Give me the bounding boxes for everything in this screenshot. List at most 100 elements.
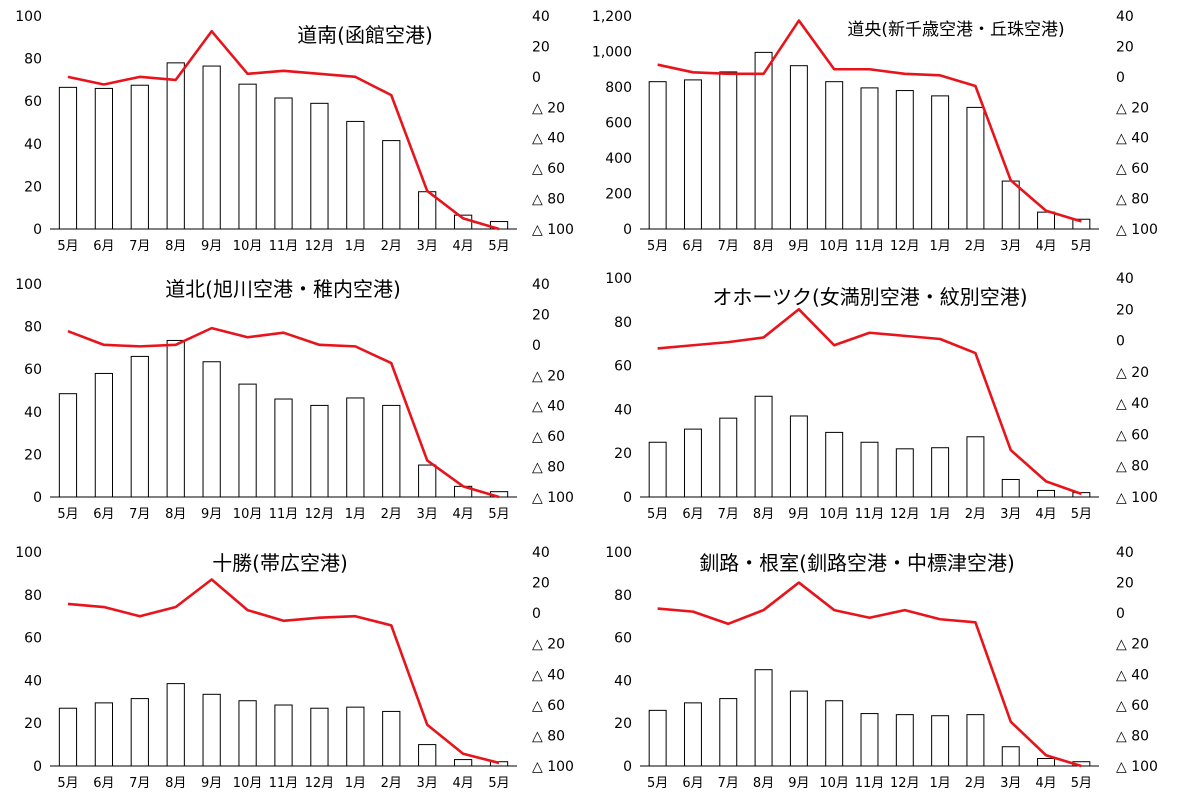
x-tick-label: 3月 [417, 507, 438, 522]
x-tick-label: 5月 [1071, 776, 1092, 791]
chart-title: 十勝(帯広空港) [212, 551, 348, 575]
bar [167, 63, 184, 229]
bar [1002, 479, 1019, 497]
x-tick-label: 10月 [233, 507, 263, 522]
x-tick-label: 5月 [488, 239, 509, 254]
bar [419, 192, 436, 229]
x-tick-label: 2月 [381, 776, 402, 791]
y2-tick-label: 20 [1116, 39, 1134, 55]
x-tick-label: 11月 [855, 507, 885, 522]
bar [275, 399, 292, 497]
y-tick-label: 0 [623, 759, 632, 775]
bar [861, 88, 878, 229]
x-tick-label: 3月 [417, 239, 438, 254]
x-tick-label: 11月 [855, 239, 885, 254]
y-tick-label: 60 [24, 631, 42, 647]
chart-title: 道央(新千歳空港・丘珠空港) [847, 20, 1064, 40]
bar [383, 711, 400, 766]
chart-title: オホーツク(女満別空港・紋別空港) [712, 285, 1027, 309]
bar [755, 52, 772, 229]
y-tick-label: 1,000 [592, 45, 632, 61]
y2-tick-label: △ 20 [1116, 637, 1149, 653]
x-tick-label: 6月 [682, 239, 703, 254]
y2-tick-label: 40 [1116, 271, 1134, 287]
y2-tick-label: △ 60 [532, 429, 565, 445]
y2-tick-label: △ 80 [1116, 728, 1149, 744]
bar [967, 107, 984, 229]
bar [131, 85, 148, 229]
y-tick-label: 40 [614, 402, 632, 418]
y-tick-label: 20 [24, 447, 42, 463]
bar [1002, 181, 1019, 229]
y-tick-label: 0 [33, 759, 42, 775]
bar [790, 691, 807, 766]
bar [790, 416, 807, 497]
x-tick-label: 6月 [93, 776, 114, 791]
x-tick-label: 12月 [305, 239, 335, 254]
y2-tick-label: △ 40 [532, 399, 565, 415]
x-tick-label: 3月 [1000, 776, 1021, 791]
x-tick-label: 5月 [57, 239, 78, 254]
bar [932, 448, 949, 497]
x-tick-label: 1月 [345, 507, 366, 522]
y-tick-label: 80 [614, 588, 632, 604]
bar [131, 699, 148, 766]
x-tick-label: 4月 [452, 239, 473, 254]
bar [347, 398, 364, 497]
chart-title: 道北(旭川空港・稚内空港) [165, 277, 401, 301]
bar [311, 708, 328, 766]
x-tick-label: 12月 [890, 776, 920, 791]
x-tick-label: 5月 [647, 776, 668, 791]
y-tick-label: 400 [605, 151, 632, 167]
chart-title: 釧路・根室(釧路空港・中標津空港) [699, 551, 1015, 575]
y-tick-label: 0 [33, 222, 42, 238]
y2-tick-label: △ 100 [1116, 490, 1158, 506]
bar [311, 103, 328, 229]
y2-tick-label: △ 100 [1116, 759, 1158, 775]
bar [419, 745, 436, 766]
y-tick-label: 600 [605, 116, 632, 132]
bar [275, 705, 292, 766]
y-tick-label: 80 [24, 52, 42, 68]
x-tick-label: 11月 [269, 507, 299, 522]
x-tick-label: 12月 [305, 776, 335, 791]
bar [203, 362, 220, 497]
y-tick-label: 100 [605, 271, 632, 287]
x-tick-label: 11月 [269, 239, 299, 254]
bar [95, 373, 112, 497]
bar [383, 405, 400, 497]
bar [239, 701, 256, 766]
x-tick-label: 4月 [1035, 507, 1056, 522]
x-tick-label: 5月 [647, 507, 668, 522]
bar [755, 670, 772, 766]
bar [59, 87, 76, 229]
bar [649, 442, 666, 497]
y-tick-label: 0 [623, 490, 632, 506]
x-tick-label: 7月 [718, 239, 739, 254]
x-tick-label: 4月 [452, 776, 473, 791]
bar [826, 82, 843, 229]
y2-tick-label: 40 [532, 545, 550, 561]
bar [275, 98, 292, 229]
x-tick-label: 6月 [682, 776, 703, 791]
y2-tick-label: △ 100 [532, 490, 574, 506]
bar [419, 465, 436, 497]
y-tick-label: 60 [614, 631, 632, 647]
bar [896, 449, 913, 497]
bar [720, 418, 737, 497]
x-tick-label: 2月 [381, 239, 402, 254]
x-tick-label: 10月 [233, 239, 263, 254]
x-tick-label: 12月 [890, 507, 920, 522]
bar [1038, 490, 1055, 497]
x-tick-label: 1月 [929, 239, 950, 254]
y-tick-label: 40 [614, 673, 632, 689]
bar [932, 716, 949, 766]
bar [861, 714, 878, 766]
y2-tick-label: 40 [532, 277, 550, 293]
y-tick-label: 80 [24, 320, 42, 336]
y2-tick-label: △ 60 [532, 698, 565, 714]
x-tick-label: 8月 [753, 776, 774, 791]
